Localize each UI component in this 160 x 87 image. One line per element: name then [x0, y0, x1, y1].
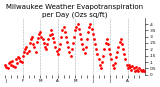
Title: Milwaukee Weather Evapotranspiration
per Day (Ozs sq/ft): Milwaukee Weather Evapotranspiration per… [6, 4, 143, 18]
